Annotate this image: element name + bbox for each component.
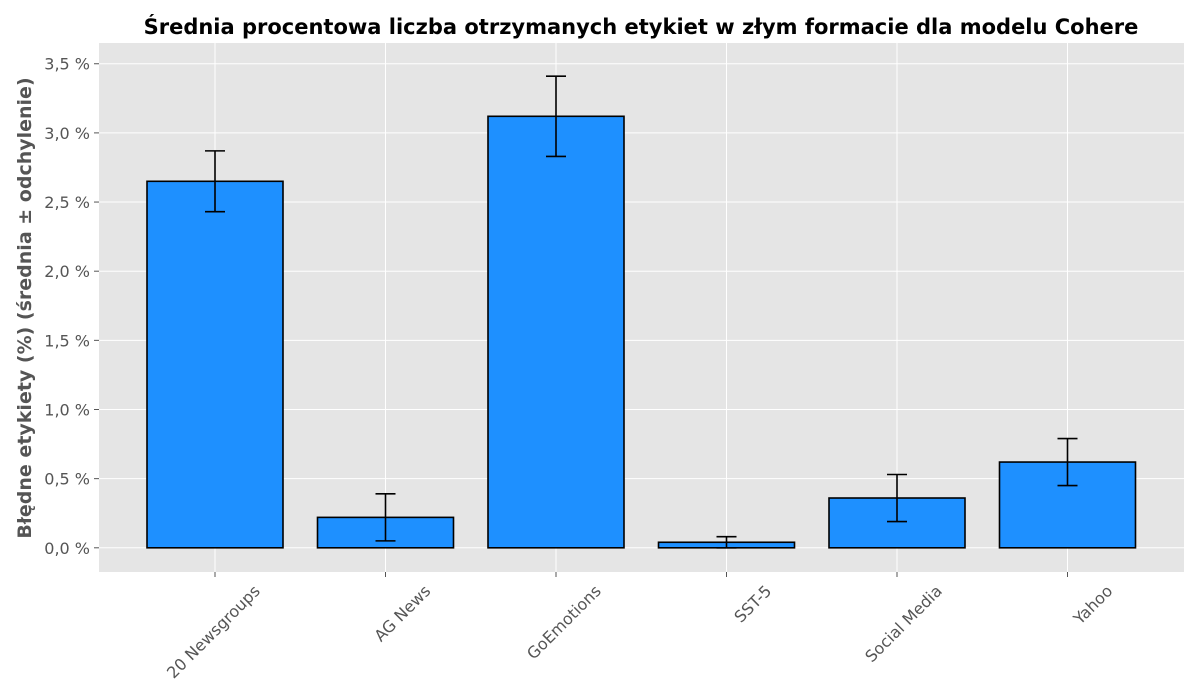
- bar-0: [146, 180, 284, 549]
- error-bar-2: [546, 75, 566, 158]
- x-tick-label: AG News: [370, 581, 434, 645]
- bar-2: [487, 115, 625, 549]
- y-axis-label: Błędne etykiety (%) (średnia ± odchyleni…: [14, 77, 36, 538]
- error-bar-5: [1057, 437, 1078, 487]
- chart-title: Średnia procentowa liczba otrzymanych et…: [144, 14, 1139, 39]
- y-tick-label: 1,5 %: [44, 331, 90, 350]
- y-tick-label: 2,5 %: [44, 193, 90, 212]
- x-tick-label: GoEmotions: [523, 581, 605, 663]
- x-tick-label: Social Media: [861, 581, 946, 666]
- x-axis: 20 Newsgroups AG News GoEmotions SST-5 Socia…: [163, 572, 1116, 682]
- y-axis: 0,0 % 0,5 % 1,0 % 1,5 % 2,0 % 2,5 % 3,0 % 3,5 %: [44, 55, 99, 558]
- error-bar-1: [375, 493, 396, 542]
- error-bar-0: [205, 150, 225, 213]
- y-tick-label: 0,5 %: [44, 470, 90, 489]
- x-tick-label: Yahoo: [1069, 581, 1116, 628]
- error-bar-3: [716, 535, 737, 549]
- y-tick-label: 1,0 %: [44, 400, 90, 419]
- x-tick-label: SST-5: [730, 581, 775, 626]
- y-tick-label: 0,0 %: [44, 539, 90, 558]
- y-tick-label: 2,0 %: [44, 262, 90, 281]
- error-bar-4: [887, 473, 907, 523]
- y-tick-label: 3,5 %: [44, 55, 90, 74]
- error-bars-layer: [205, 75, 1078, 549]
- y-tick-label: 3,0 %: [44, 124, 90, 143]
- x-tick-label: 20 Newsgroups: [163, 581, 264, 682]
